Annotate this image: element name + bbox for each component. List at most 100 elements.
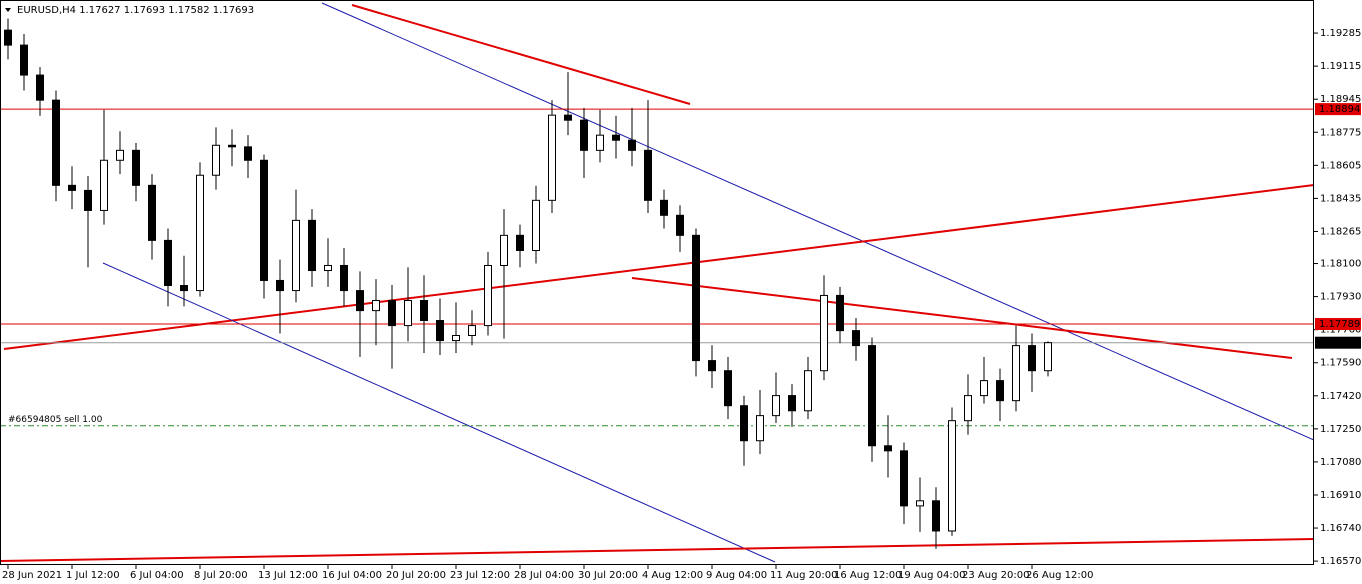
candle-body (484, 264, 492, 327)
candle-body (292, 219, 300, 292)
candle-body (468, 325, 476, 336)
candle-body (516, 234, 524, 252)
candle-body (868, 345, 876, 447)
candle-body (340, 264, 348, 292)
candle-body (244, 146, 252, 161)
candle-body (692, 234, 700, 362)
order-label: #66594805 sell 1.00 (8, 415, 103, 425)
candle-body (436, 320, 444, 342)
candle-body (212, 144, 220, 176)
y-tick-label: 1.17080 (1320, 457, 1361, 468)
candle-body (180, 285, 188, 292)
candle-body (420, 299, 428, 322)
candle-body (708, 360, 716, 372)
candle-body (628, 139, 636, 151)
candle-body (932, 500, 940, 532)
candle-body (500, 234, 508, 266)
candle-body (580, 119, 588, 151)
y-tick-label: 1.19285 (1320, 28, 1361, 39)
candle-body (308, 219, 316, 272)
candle-body (84, 189, 92, 211)
y-tick-label: 1.16740 (1320, 523, 1361, 534)
x-tick-label: 9 Aug 04:00 (706, 570, 767, 581)
candle-body (660, 199, 668, 216)
x-tick-label: 6 Jul 04:00 (130, 570, 184, 581)
candle-body (596, 134, 604, 151)
candle-body (132, 149, 140, 186)
candle-body (324, 264, 332, 272)
x-tick-label: 28 Jun 2021 (2, 570, 62, 581)
candle-body (372, 299, 380, 312)
candle-body (148, 184, 156, 241)
candle-body (20, 44, 28, 76)
candle-body (836, 294, 844, 332)
candle-body (820, 294, 828, 372)
candle-body (676, 214, 684, 236)
candle-body (612, 134, 620, 141)
candle-body (1044, 342, 1052, 372)
candle-body (276, 279, 284, 292)
candle-body (900, 450, 908, 507)
y-tick-label: 1.17760 (1320, 325, 1361, 336)
channel-line (102, 262, 776, 563)
x-tick-label: 1 Jul 12:00 (66, 570, 120, 581)
price-box-label: 1.17693 (1319, 338, 1360, 349)
x-tick-label: 20 Jul 20:00 (386, 570, 446, 581)
x-tick-label: 28 Jul 04:00 (514, 570, 574, 581)
plot-frame (0, 0, 1314, 565)
candle-body (100, 159, 108, 211)
y-tick-label: 1.18605 (1320, 160, 1361, 171)
y-tick-label: 1.17250 (1320, 424, 1361, 435)
candle-body (356, 290, 364, 312)
candle-body (996, 380, 1004, 402)
candle-body (772, 395, 780, 417)
candle-body (388, 299, 396, 327)
trendline (631, 277, 1293, 359)
candle-body (164, 239, 172, 287)
y-tick-label: 1.16910 (1320, 490, 1361, 501)
y-tick-label: 1.18265 (1320, 226, 1361, 237)
plot-area (0, 2, 1314, 563)
x-tick-label: 16 Jul 04:00 (322, 570, 382, 581)
chart-title: EURUSD,H4 1.17627 1.17693 1.17582 1.1769… (17, 5, 254, 16)
candle-body (1028, 345, 1036, 372)
trendline (3, 184, 1314, 350)
x-tick-label: 23 Jul 12:00 (450, 570, 510, 581)
candle-body (964, 395, 972, 422)
candle-body (644, 149, 652, 201)
price-box (1315, 318, 1361, 331)
x-tick-label: 13 Jul 12:00 (258, 570, 318, 581)
candle-body (916, 500, 924, 507)
trendline (0, 538, 1314, 562)
candle-body (804, 370, 812, 412)
candle-body (852, 330, 860, 347)
candle-body (740, 405, 748, 442)
y-tick-label: 1.18945 (1320, 94, 1361, 105)
channel-line (321, 2, 1314, 441)
x-tick-label: 23 Aug 20:00 (962, 570, 1029, 581)
y-tick-label: 1.17930 (1320, 292, 1361, 303)
x-tick-label: 8 Jul 20:00 (194, 570, 248, 581)
trendline (351, 4, 691, 105)
y-tick-label: 1.17420 (1320, 391, 1361, 402)
x-tick-label: 30 Jul 20:00 (578, 570, 638, 581)
x-tick-label: 4 Aug 12:00 (642, 570, 703, 581)
y-tick-label: 1.17590 (1320, 358, 1361, 369)
y-tick-label: 1.16570 (1320, 556, 1361, 567)
candle-body (52, 99, 60, 186)
candle-body (228, 144, 236, 148)
candle-body (4, 29, 12, 46)
candle-body (788, 395, 796, 412)
candle-body (68, 184, 76, 191)
y-tick-label: 1.18775 (1320, 127, 1361, 138)
candle-body (260, 159, 268, 281)
menu-arrow[interactable] (5, 8, 11, 12)
candle-body (196, 174, 204, 292)
x-tick-label: 16 Aug 12:00 (834, 570, 901, 581)
price-box-label: 1.18894 (1319, 104, 1360, 115)
price-box (1315, 103, 1361, 116)
candle-body (404, 299, 412, 327)
x-tick-label: 26 Aug 12:00 (1026, 570, 1093, 581)
candle-body (36, 74, 44, 101)
